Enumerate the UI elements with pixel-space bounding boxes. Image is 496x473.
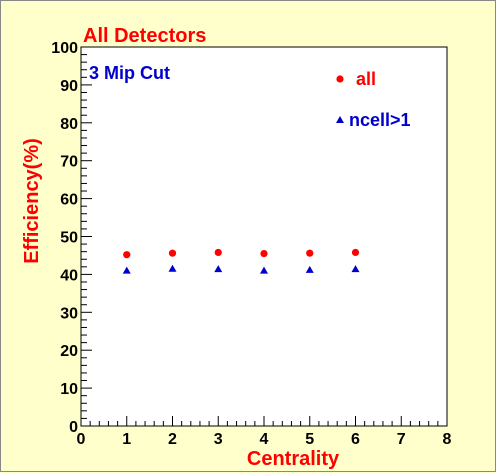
- y-axis-label: Efficiency(%): [21, 138, 43, 264]
- y-tick-label: 30: [60, 305, 78, 322]
- x-tick-label: 6: [351, 431, 360, 448]
- legend-label-all: all: [356, 69, 376, 89]
- x-tick-label: 2: [168, 431, 177, 448]
- chart-title: All Detectors: [83, 25, 206, 47]
- y-tick-label: 0: [69, 419, 78, 436]
- legend-marker-all: [336, 75, 344, 83]
- y-tick-label: 50: [60, 230, 78, 247]
- y-tick-label: 60: [60, 192, 78, 209]
- data-point-ncell: [305, 265, 314, 273]
- x-tick-label: 1: [122, 431, 131, 448]
- data-points: [122, 248, 360, 274]
- data-point-all: [214, 248, 222, 257]
- data-point-all: [168, 249, 177, 257]
- x-tick-label: 7: [397, 431, 406, 448]
- legend-label-ncell: ncell>1: [349, 110, 411, 130]
- data-point-ncell: [168, 264, 177, 272]
- y-tick-label: 20: [60, 343, 78, 360]
- y-tick-label: 40: [60, 267, 78, 284]
- x-tick-label: 5: [305, 431, 314, 448]
- x-tick-label: 3: [214, 431, 223, 448]
- legend-marker-ncell: [336, 116, 344, 123]
- data-point-ncell: [260, 266, 268, 274]
- data-point-all: [123, 251, 131, 259]
- data-point-ncell: [214, 265, 223, 273]
- y-tick-label: 10: [60, 381, 78, 398]
- data-point-all: [351, 248, 360, 257]
- y-tick-label: 90: [60, 78, 78, 95]
- cut-annotation: 3 Mip Cut: [89, 63, 170, 83]
- axes: [80, 46, 448, 427]
- x-tick-label: 4: [260, 431, 269, 448]
- data-point-ncell: [122, 266, 131, 274]
- x-tick-label: 8: [443, 431, 452, 448]
- data-point-all: [306, 249, 314, 257]
- x-tick-label: 0: [77, 431, 86, 448]
- plot-area: [80, 46, 448, 427]
- x-axis-label: Centrality: [247, 448, 340, 470]
- data-point-all: [260, 249, 268, 258]
- y-tick-label: 80: [60, 116, 78, 133]
- y-tick-label: 70: [60, 154, 78, 171]
- legend: all ncell>1: [336, 69, 411, 130]
- data-point-ncell: [351, 265, 360, 273]
- y-tick-label: 100: [51, 40, 78, 57]
